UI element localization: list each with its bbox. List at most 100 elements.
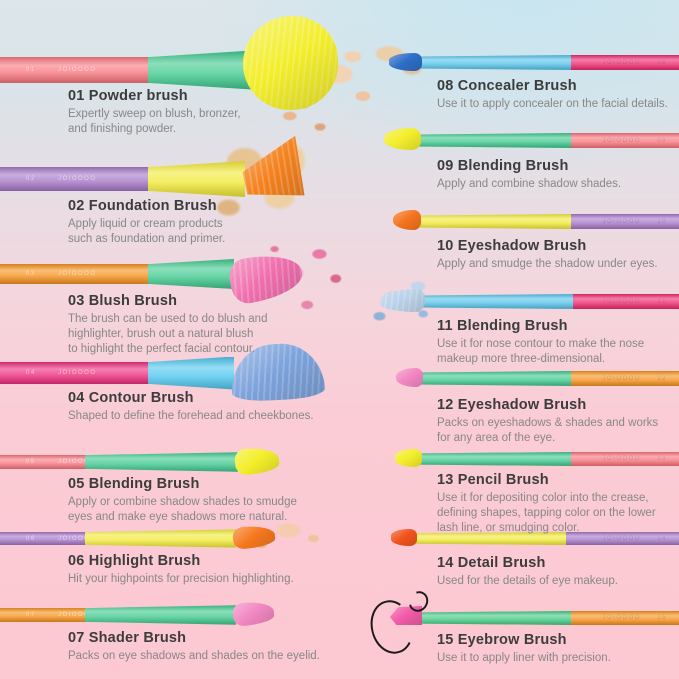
brush-title: 15 Eyebrow Brush — [437, 632, 567, 648]
brand-mark: JOIOOOO — [602, 456, 641, 462]
brush-head — [380, 289, 425, 312]
product-smear — [361, 271, 445, 329]
brush-handle: 12 JOIOOOO — [570, 371, 679, 386]
product-smear — [246, 236, 348, 318]
brush-text-block: 01 Powder brush Expertly sweep on blush,… — [68, 88, 241, 137]
brush-handle: 04 JOIOOOO — [0, 362, 150, 384]
brush-description: Use it to apply liner with precision. — [437, 652, 611, 664]
brush-text-block: 04 Contour Brush Shaped to define the fo… — [68, 390, 314, 424]
brush-handle: 13 JOIOOOO — [570, 452, 679, 466]
brush-handle: 05 JOIOOOO — [0, 455, 95, 469]
handle-number-mark: 12 — [657, 375, 667, 382]
brush-title: 03 Blush Brush — [68, 293, 178, 309]
brush-description: Packs on eyeshadows & shades and works f… — [437, 417, 659, 444]
brush-ferrule — [148, 259, 234, 289]
handle-number-mark: 13 — [657, 456, 667, 462]
brush-head — [391, 529, 417, 546]
handle-number-mark: 04 — [26, 370, 36, 376]
brush-description: Use it for depositing color into the cre… — [437, 492, 656, 534]
brand-mark: JOIOOOO — [58, 271, 97, 277]
brush-title: 10 Eyeshadow Brush — [437, 238, 587, 254]
handle-number-mark: 06 — [26, 535, 36, 542]
brush-text-block: 03 Blush Brush The brush can be used to … — [68, 293, 267, 357]
brush-title: 08 Concealer Brush — [437, 78, 577, 94]
brush-description: Apply and smudge the shadow under eyes. — [437, 258, 658, 270]
brand-mark: JOIOOOO — [58, 176, 97, 182]
product-smear — [238, 506, 330, 560]
brand-mark: JOIOOOO — [58, 67, 97, 73]
brush-description: Used for the details of eye makeup. — [437, 575, 618, 587]
brush-title: 04 Contour Brush — [68, 390, 194, 406]
brush-text-block: 15 Eyebrow Brush Use it to apply liner w… — [437, 632, 611, 666]
brush-handle: 02 JOIOOOO — [0, 167, 150, 191]
brush-text-block: 02 Foundation Brush Apply liquid or crea… — [68, 198, 225, 247]
product-smear — [349, 35, 439, 82]
brand-mark: JOIOOOO — [602, 59, 641, 66]
brush-text-block: 07 Shader Brush Packs on eye shadows and… — [68, 630, 320, 664]
brush-title: 05 Blending Brush — [68, 476, 200, 492]
product-smear — [364, 591, 446, 657]
brush-handle: 03 JOIOOOO — [0, 264, 150, 284]
brush-ferrule — [416, 133, 571, 148]
handle-number-mark: 14 — [657, 535, 667, 542]
brush-head — [393, 210, 421, 230]
brush-title: 01 Powder brush — [68, 88, 188, 104]
brush-text-block: 05 Blending Brush Apply or combine shado… — [68, 476, 297, 525]
brush-handle: 15 JOIOOOO — [570, 611, 679, 625]
brush-head — [232, 600, 275, 627]
brush-ferrule — [85, 529, 236, 548]
brand-mark: JOIOOOO — [58, 535, 97, 542]
brush-handle: 07 JOIOOOO — [0, 608, 95, 622]
brush-description: Packs on eye shadows and shades on the e… — [68, 650, 320, 662]
brush-description: Apply liquid or cream products such as f… — [68, 218, 226, 245]
brand-mark: JOIOOOO — [58, 459, 97, 465]
brand-mark: JOIOOOO — [602, 218, 641, 225]
handle-number-mark: 15 — [657, 615, 667, 621]
handle-number-mark: 10 — [657, 218, 667, 225]
handle-number-mark: 05 — [26, 459, 36, 465]
brush-text-block: 08 Concealer Brush Use it to apply conce… — [437, 78, 668, 112]
brush-head — [384, 128, 421, 150]
product-smear — [252, 28, 378, 138]
brush-handle: 14 JOIOOOO — [565, 532, 679, 545]
handle-number-mark: 09 — [657, 137, 667, 144]
brush-ferrule — [85, 452, 238, 472]
brand-mark: JOIOOOO — [602, 298, 641, 305]
brush-title: 06 Highlight Brush — [68, 553, 201, 569]
brush-description: Apply or combine shadow shades to smudge… — [68, 496, 297, 523]
brand-mark: JOIOOOO — [602, 375, 641, 382]
product-smear — [196, 126, 312, 228]
brush-ferrule — [85, 605, 236, 625]
brush-ferrule — [415, 214, 571, 229]
brush-head — [232, 524, 276, 550]
brush-handle: 09 JOIOOOO — [570, 133, 679, 148]
handle-number-mark: 03 — [26, 271, 36, 277]
brush-head — [396, 368, 423, 387]
brush-head — [243, 16, 338, 110]
handle-number-mark: 01 — [26, 67, 36, 73]
brand-mark: JOIOOOO — [602, 615, 641, 621]
brush-ferrule — [148, 356, 234, 390]
brush-description: Expertly sweep on blush, bronzer, and fi… — [68, 108, 241, 135]
brush-title: 09 Blending Brush — [437, 158, 569, 174]
brush-head — [390, 606, 422, 625]
brush-text-block: 09 Blending Brush Apply and combine shad… — [437, 158, 621, 192]
brush-text-block: 11 Blending Brush Use it for nose contou… — [437, 318, 644, 367]
brush-text-block: 12 Eyeshadow Brush Packs on eyeshadows &… — [437, 397, 658, 446]
brush-text-block: 14 Detail Brush Used for the details of … — [437, 555, 618, 589]
brush-title: 13 Pencil Brush — [437, 472, 549, 488]
brush-description: Use it for nose contour to make the nose… — [437, 338, 645, 365]
brush-description: The brush can be used to do blush and hi… — [68, 313, 268, 355]
